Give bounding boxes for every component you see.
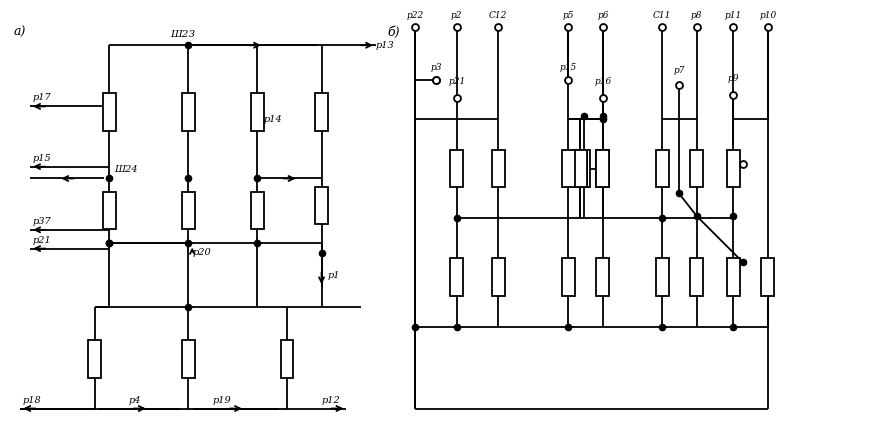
Text: р17: р17 [33,94,51,103]
Bar [596,150,609,187]
Bar [251,192,264,229]
Text: б): б) [388,26,400,39]
Bar [103,192,116,229]
Bar [492,259,505,296]
Text: р14: р14 [264,115,282,124]
Bar [727,259,740,296]
Bar [103,93,116,131]
Bar [574,150,587,187]
Text: р11: р11 [725,10,742,19]
Text: р18: р18 [22,396,41,404]
Text: р1: р1 [327,271,340,280]
Bar [182,340,195,378]
Bar [562,150,575,187]
Text: р12: р12 [322,396,340,404]
Text: р10: р10 [759,10,776,19]
Text: р6: р6 [597,10,609,19]
Text: р7: р7 [673,66,684,75]
Bar [562,259,575,296]
Text: р22: р22 [407,10,424,19]
Bar [577,150,590,187]
Text: р5: р5 [563,10,574,19]
Text: р16: р16 [594,77,611,86]
Text: р37: р37 [33,217,51,226]
Bar [251,93,264,131]
Bar [574,150,587,187]
Text: р2: р2 [451,10,462,19]
Bar [182,192,195,229]
Bar [88,340,101,378]
Bar [691,259,703,296]
Bar [451,150,463,187]
Text: С11: С11 [653,10,671,19]
Bar [655,150,669,187]
Bar [315,93,328,131]
Bar [727,150,740,187]
Bar [492,150,505,187]
Text: р20: р20 [192,249,211,258]
Bar [761,259,774,296]
Text: р13: р13 [376,41,394,50]
Text: р15: р15 [33,154,51,163]
Bar [596,259,609,296]
Text: р8: р8 [691,10,702,19]
Bar [451,259,463,296]
Text: Ш24: Ш24 [115,165,138,174]
Bar [182,93,195,131]
Text: С12: С12 [489,10,507,19]
Text: р21: р21 [448,77,466,86]
Text: р15: р15 [560,63,577,72]
Bar [315,187,328,224]
Text: р9: р9 [728,74,739,83]
Text: р3: р3 [430,63,442,72]
Text: Ш23: Ш23 [170,30,196,39]
Text: р19: р19 [213,396,232,404]
Bar [280,340,294,378]
Text: а): а) [13,26,26,39]
Bar [655,259,669,296]
Text: р21: р21 [33,236,51,245]
Text: р4: р4 [129,396,141,404]
Bar [596,150,609,187]
Bar [691,150,703,187]
